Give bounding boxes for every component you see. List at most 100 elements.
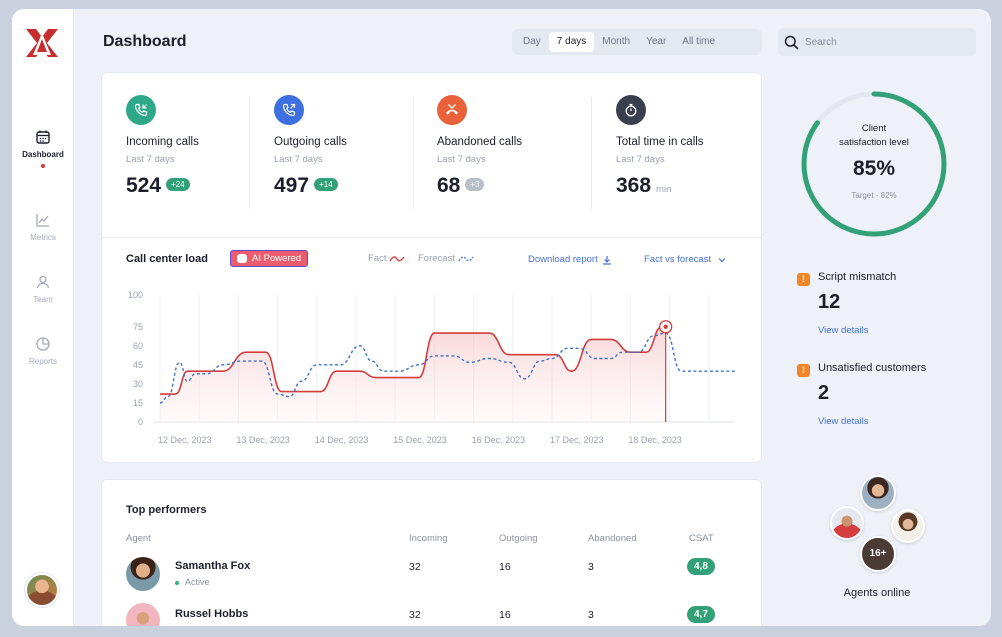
legend-label: Fact xyxy=(368,253,387,264)
section-title: Top performers xyxy=(126,504,207,516)
tab-7-days[interactable]: 7 days xyxy=(548,32,595,52)
agent-avatar-online[interactable] xyxy=(891,509,925,543)
agent-avatar-online[interactable] xyxy=(830,506,864,540)
date-range-tabs: Day 7 days Month Year All time xyxy=(512,29,762,55)
stat-label: Abandoned calls xyxy=(437,136,523,148)
robot-icon xyxy=(237,254,247,263)
chart-title: Call center load xyxy=(126,253,208,265)
stat-delta-badge: +14 xyxy=(314,178,338,191)
csat-badge: 4,8 xyxy=(687,558,715,575)
incoming-value: 32 xyxy=(409,561,421,573)
page-title: Dashboard xyxy=(103,33,187,50)
x-tick-label: 15 Dec, 2023 xyxy=(393,435,447,445)
call-load-chart: 0 15 30 45 60 75 100 12 Dec, 2023 13 Dec, 2023 14… xyxy=(128,290,737,445)
outgoing-value: 16 xyxy=(499,561,511,573)
y-tick-label: 100 xyxy=(128,290,143,300)
column-header-csat: CSAT xyxy=(689,533,714,544)
view-details-link[interactable]: View details xyxy=(818,416,869,427)
app-window: Dashboard Metrics Team Reports xyxy=(12,9,991,626)
stat-value: 497 xyxy=(274,174,310,197)
phone-incoming-icon xyxy=(134,103,148,117)
download-icon xyxy=(602,255,611,265)
abandoned-value: 3 xyxy=(588,561,594,573)
stat-period: Last 7 days xyxy=(274,154,323,165)
download-report-label: Download report xyxy=(528,254,598,265)
ai-badge-label: AI Powered xyxy=(252,253,302,264)
x-tick-label: 16 Dec, 2023 xyxy=(472,435,526,445)
stat-period: Last 7 days xyxy=(616,154,665,165)
brand-logo xyxy=(26,29,58,57)
pie-icon xyxy=(36,337,50,351)
table-row[interactable]: Samantha Fox Active 32 16 3 4,8 xyxy=(102,555,761,595)
phone-outgoing-icon xyxy=(282,103,296,117)
stat-value: 368 xyxy=(616,174,652,197)
stat-label: Total time in calls xyxy=(616,136,704,148)
stat-total-time: Total time in calls Last 7 days 368 min xyxy=(616,95,704,198)
y-tick-label: 45 xyxy=(133,360,143,370)
search-icon xyxy=(784,35,799,49)
legend-label: Forecast xyxy=(418,253,455,264)
sidebar-item-label: Metrics xyxy=(30,233,56,242)
stat-period: Last 7 days xyxy=(126,154,175,165)
agent-avatar-online[interactable] xyxy=(860,475,896,511)
legend-forecast: Forecast xyxy=(418,253,474,264)
tab-all-time[interactable]: All time xyxy=(682,36,716,47)
stat-unit: min xyxy=(656,184,672,195)
agents-online-label: Agents online xyxy=(843,587,911,599)
sidebar: Dashboard Metrics Team Reports xyxy=(12,9,74,626)
stat-icon-bg xyxy=(126,95,156,125)
legend-line-forecast-icon xyxy=(458,255,474,261)
sidebar-item-team[interactable]: Team xyxy=(12,275,74,304)
sidebar-item-metrics[interactable]: Metrics xyxy=(12,213,74,242)
sidebar-item-reports[interactable]: Reports xyxy=(12,337,74,366)
sidebar-item-label: Team xyxy=(33,295,53,304)
stat-abandoned-calls: Abandoned calls Last 7 days 68 +3 xyxy=(437,95,522,198)
divider xyxy=(102,237,761,238)
chart-mode-dropdown[interactable]: Fact vs forecast xyxy=(644,254,726,265)
stopwatch-icon xyxy=(625,103,637,117)
stat-icon-bg xyxy=(616,95,646,125)
chart-icon xyxy=(36,214,49,227)
stat-value: 68 xyxy=(437,174,461,197)
top-performers-card: Top performers Agent Incoming Outgoing A… xyxy=(101,479,762,626)
csat-badge: 4,7 xyxy=(687,606,715,623)
agent-avatar xyxy=(126,603,160,626)
view-details-link[interactable]: View details xyxy=(818,325,869,336)
user-avatar[interactable] xyxy=(25,573,59,607)
gauge-progress xyxy=(801,91,947,237)
agent-status: Active xyxy=(175,577,210,587)
x-tick-label: 13 Dec, 2023 xyxy=(236,435,290,445)
y-tick-label: 60 xyxy=(133,341,143,351)
incoming-value: 32 xyxy=(409,609,421,621)
user-icon xyxy=(36,275,50,289)
more-agents-badge[interactable]: 16+ xyxy=(860,536,896,572)
column-header-outgoing: Outgoing xyxy=(499,533,538,544)
x-tick-label: 18 Dec, 2023 xyxy=(628,435,682,445)
stat-outgoing-calls: Outgoing calls Last 7 days 497 +14 xyxy=(274,95,347,198)
alert-value: 2 xyxy=(818,382,830,404)
outgoing-value: 16 xyxy=(499,609,511,621)
forecast-line xyxy=(159,332,737,404)
table-row[interactable]: Russel Hobbs 32 16 3 4,7 xyxy=(102,603,761,626)
fact-area xyxy=(160,326,666,422)
chevron-down-icon xyxy=(718,257,726,262)
search-input[interactable] xyxy=(805,36,965,48)
search-bar xyxy=(778,28,976,56)
tab-month[interactable]: Month xyxy=(602,36,631,47)
warning-icon: ! xyxy=(797,364,810,377)
download-report-button[interactable]: Download report xyxy=(528,254,612,265)
legend-line-fact-icon xyxy=(389,255,406,261)
alert-value: 12 xyxy=(818,291,841,313)
stat-delta-badge: +24 xyxy=(166,178,190,191)
sidebar-item-dashboard[interactable]: Dashboard xyxy=(12,130,74,168)
ai-powered-badge: AI Powered xyxy=(230,250,309,267)
stat-value: 524 xyxy=(126,174,162,197)
y-tick-label: 0 xyxy=(138,417,143,427)
stat-delta-badge: +3 xyxy=(465,178,485,191)
satisfaction-value: 85% xyxy=(852,157,896,180)
tab-year[interactable]: Year xyxy=(646,36,667,47)
sidebar-item-label: Dashboard xyxy=(22,150,64,159)
tab-day[interactable]: Day xyxy=(523,36,541,47)
divider xyxy=(591,97,592,209)
sidebar-item-label: Reports xyxy=(28,357,57,366)
